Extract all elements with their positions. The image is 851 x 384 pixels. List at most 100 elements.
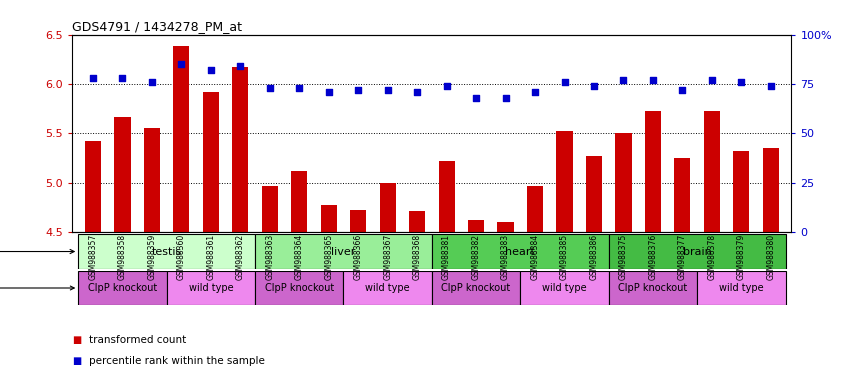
Bar bbox=[350, 210, 366, 232]
Bar bbox=[615, 134, 631, 232]
Text: GSM988383: GSM988383 bbox=[501, 234, 510, 280]
Text: GSM988360: GSM988360 bbox=[177, 234, 186, 280]
Text: wild type: wild type bbox=[719, 283, 763, 293]
Bar bbox=[585, 156, 602, 232]
Text: GSM988357: GSM988357 bbox=[89, 234, 98, 280]
Bar bbox=[78, 271, 167, 305]
Text: ■: ■ bbox=[72, 335, 82, 345]
Text: wild type: wild type bbox=[365, 283, 410, 293]
Point bbox=[116, 75, 129, 81]
Text: GSM988361: GSM988361 bbox=[206, 234, 215, 280]
Text: liver: liver bbox=[331, 247, 356, 257]
Point bbox=[263, 85, 277, 91]
Point bbox=[734, 79, 748, 85]
Text: ClpP knockout: ClpP knockout bbox=[442, 283, 511, 293]
Bar bbox=[498, 222, 514, 232]
Text: GSM988363: GSM988363 bbox=[266, 234, 274, 280]
Point bbox=[764, 83, 778, 89]
Text: GSM988362: GSM988362 bbox=[236, 234, 245, 280]
Text: ClpP knockout: ClpP knockout bbox=[265, 283, 334, 293]
Bar bbox=[409, 210, 426, 232]
Point bbox=[146, 79, 159, 85]
Text: GSM988385: GSM988385 bbox=[560, 234, 569, 280]
Point bbox=[174, 61, 188, 67]
Bar bbox=[438, 161, 454, 232]
Bar bbox=[114, 117, 130, 232]
Point bbox=[646, 77, 660, 83]
Bar bbox=[380, 183, 396, 232]
Text: tissue: tissue bbox=[0, 247, 74, 257]
Point bbox=[676, 87, 689, 93]
Bar bbox=[344, 271, 431, 305]
Text: transformed count: transformed count bbox=[89, 335, 186, 345]
Text: ■: ■ bbox=[72, 356, 82, 366]
Bar bbox=[167, 271, 255, 305]
Bar bbox=[674, 158, 690, 232]
Text: GSM988365: GSM988365 bbox=[324, 234, 334, 280]
Text: genotype/variation: genotype/variation bbox=[0, 283, 74, 293]
Point bbox=[410, 89, 424, 95]
Bar bbox=[608, 271, 697, 305]
Text: GSM988379: GSM988379 bbox=[737, 234, 745, 280]
Point bbox=[86, 75, 100, 81]
Text: GSM988367: GSM988367 bbox=[383, 234, 392, 280]
Text: GSM988377: GSM988377 bbox=[678, 234, 687, 280]
Bar bbox=[608, 234, 785, 269]
Text: testis: testis bbox=[151, 247, 182, 257]
Bar bbox=[431, 234, 608, 269]
Point bbox=[469, 95, 483, 101]
Point bbox=[233, 63, 247, 69]
Bar bbox=[262, 186, 278, 232]
Text: GSM988368: GSM988368 bbox=[413, 234, 421, 280]
Point bbox=[528, 89, 542, 95]
Text: GSM988381: GSM988381 bbox=[443, 234, 451, 280]
Text: GSM988375: GSM988375 bbox=[619, 234, 628, 280]
Point bbox=[617, 77, 631, 83]
Bar bbox=[520, 271, 608, 305]
Bar bbox=[174, 46, 190, 232]
Text: brain: brain bbox=[683, 247, 711, 257]
Point bbox=[705, 77, 718, 83]
Point bbox=[440, 83, 454, 89]
Text: ClpP knockout: ClpP knockout bbox=[619, 283, 688, 293]
Bar bbox=[255, 271, 344, 305]
Text: GSM988364: GSM988364 bbox=[294, 234, 304, 280]
Bar bbox=[527, 186, 543, 232]
Bar bbox=[291, 171, 307, 232]
Bar bbox=[557, 131, 573, 232]
Text: GDS4791 / 1434278_PM_at: GDS4791 / 1434278_PM_at bbox=[72, 20, 243, 33]
Point bbox=[381, 87, 395, 93]
Bar bbox=[255, 234, 431, 269]
Bar bbox=[645, 111, 661, 232]
Text: GSM988380: GSM988380 bbox=[766, 234, 775, 280]
Text: wild type: wild type bbox=[542, 283, 587, 293]
Bar bbox=[734, 151, 750, 232]
Text: GSM988384: GSM988384 bbox=[530, 234, 540, 280]
Point bbox=[322, 89, 335, 95]
Bar bbox=[704, 111, 720, 232]
Text: GSM988378: GSM988378 bbox=[707, 234, 717, 280]
Point bbox=[557, 79, 571, 85]
Bar bbox=[762, 148, 779, 232]
Text: GSM988382: GSM988382 bbox=[471, 234, 481, 280]
Text: GSM988358: GSM988358 bbox=[118, 234, 127, 280]
Text: GSM988366: GSM988366 bbox=[354, 234, 363, 280]
Bar bbox=[203, 92, 219, 232]
Point bbox=[351, 87, 365, 93]
Bar bbox=[321, 205, 337, 232]
Bar bbox=[697, 271, 785, 305]
Bar bbox=[431, 271, 520, 305]
Bar bbox=[85, 141, 101, 232]
Point bbox=[204, 67, 218, 73]
Text: GSM988386: GSM988386 bbox=[590, 234, 598, 280]
Point bbox=[587, 83, 601, 89]
Point bbox=[293, 85, 306, 91]
Text: wild type: wild type bbox=[189, 283, 233, 293]
Text: heart: heart bbox=[505, 247, 535, 257]
Text: GSM988359: GSM988359 bbox=[147, 234, 157, 280]
Bar bbox=[78, 234, 255, 269]
Text: ClpP knockout: ClpP knockout bbox=[88, 283, 157, 293]
Bar bbox=[144, 129, 160, 232]
Text: percentile rank within the sample: percentile rank within the sample bbox=[89, 356, 266, 366]
Bar bbox=[468, 220, 484, 232]
